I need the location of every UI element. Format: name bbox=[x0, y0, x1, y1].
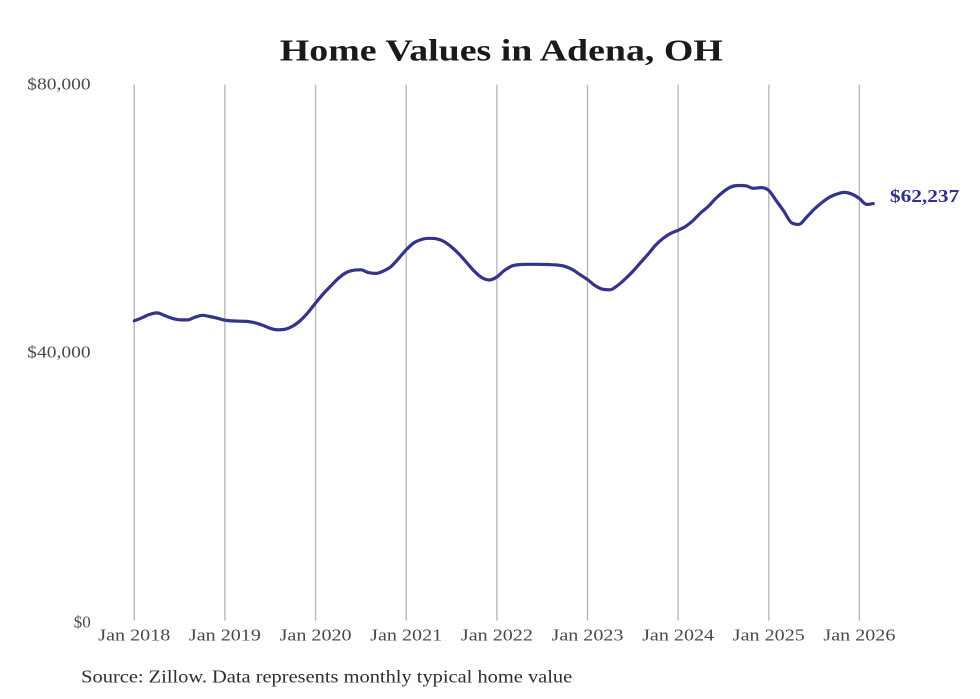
svg-text:$80,000: $80,000 bbox=[27, 75, 91, 94]
svg-text:$62,237: $62,237 bbox=[890, 186, 959, 206]
svg-text:Jan 2023: Jan 2023 bbox=[552, 626, 624, 645]
svg-text:$0: $0 bbox=[74, 613, 91, 632]
svg-text:Jan 2020: Jan 2020 bbox=[280, 626, 352, 645]
svg-text:Source: Zillow. Data represent: Source: Zillow. Data represents monthly … bbox=[81, 667, 572, 687]
svg-text:Jan 2025: Jan 2025 bbox=[733, 626, 805, 645]
svg-text:Jan 2018: Jan 2018 bbox=[98, 626, 170, 645]
svg-text:Home Values in Adena, OH: Home Values in Adena, OH bbox=[280, 33, 723, 68]
svg-text:Jan 2022: Jan 2022 bbox=[461, 626, 533, 645]
svg-text:Jan 2021: Jan 2021 bbox=[370, 626, 442, 645]
svg-text:Jan 2019: Jan 2019 bbox=[189, 626, 261, 645]
svg-text:Jan 2024: Jan 2024 bbox=[642, 626, 715, 645]
svg-text:$40,000: $40,000 bbox=[27, 343, 91, 362]
svg-text:Jan 2026: Jan 2026 bbox=[823, 626, 895, 645]
